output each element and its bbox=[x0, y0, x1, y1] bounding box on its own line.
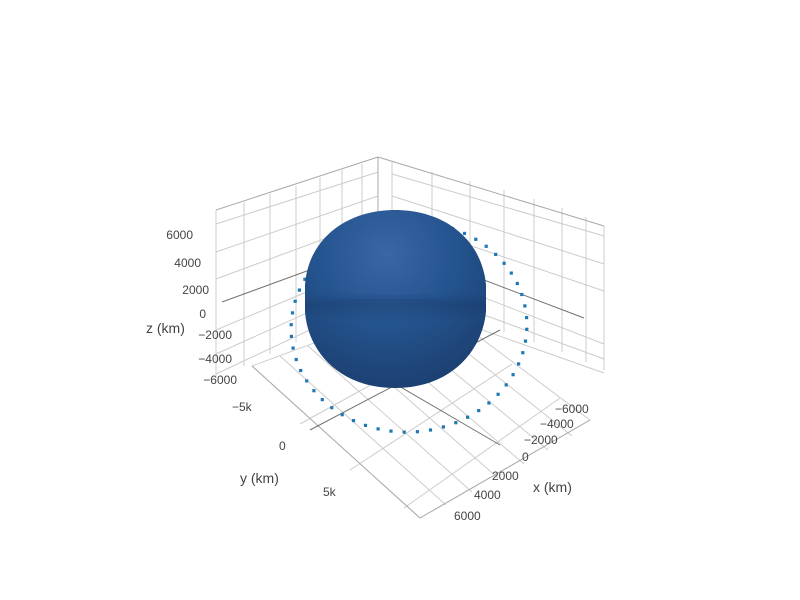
orbit-point bbox=[525, 327, 529, 331]
orbit-point bbox=[454, 421, 458, 425]
orbit-point bbox=[289, 323, 293, 327]
y-axis-ticks: −5k 0 5k y (km) bbox=[232, 400, 337, 499]
orbit-point bbox=[484, 244, 488, 248]
orbit-point bbox=[523, 304, 527, 308]
z-axis-title: z (km) bbox=[146, 320, 185, 336]
orbit-point bbox=[294, 357, 298, 362]
orbit-point bbox=[293, 299, 297, 303]
orbit-point bbox=[340, 413, 344, 417]
orbit-point bbox=[517, 362, 521, 366]
orbit-point bbox=[389, 429, 393, 433]
orbit-point bbox=[466, 415, 470, 419]
z-tick: 2000 bbox=[182, 283, 209, 297]
x-tick: 4000 bbox=[474, 488, 501, 502]
orbit-point bbox=[509, 271, 513, 275]
orbit-point bbox=[291, 346, 295, 350]
y-tick: 5k bbox=[323, 485, 337, 499]
orbit-point bbox=[523, 339, 528, 343]
orbit-point bbox=[520, 292, 524, 297]
orbit-point bbox=[441, 425, 445, 429]
orbit-point bbox=[299, 368, 303, 373]
z-tick: 0 bbox=[199, 307, 206, 321]
earth-sphere-surface bbox=[305, 210, 486, 388]
orbit-point bbox=[363, 423, 368, 427]
orbit-point bbox=[320, 398, 324, 402]
y-axis-title: y (km) bbox=[240, 470, 279, 486]
orbit-point bbox=[504, 383, 508, 387]
orbit-point bbox=[415, 430, 419, 434]
orbit-trace-front bbox=[289, 299, 529, 434]
z-tick: −4000 bbox=[198, 352, 232, 366]
x-tick: −4000 bbox=[540, 417, 574, 431]
orbit-point bbox=[330, 406, 334, 410]
orbit-point bbox=[462, 231, 467, 235]
z-tick: 6000 bbox=[166, 228, 193, 242]
orbit-point bbox=[305, 379, 309, 383]
x-axis-ticks: −6000 −4000 −2000 0 2000 4000 6000 x (km… bbox=[454, 402, 589, 523]
x-axis-title: x (km) bbox=[533, 479, 572, 495]
z-tick: −6000 bbox=[203, 373, 237, 387]
orbit-point bbox=[487, 401, 491, 405]
orbit-point bbox=[477, 409, 481, 413]
y-tick: −5k bbox=[232, 400, 253, 414]
orbit-point bbox=[402, 430, 406, 434]
x-tick: −6000 bbox=[555, 402, 589, 416]
orbit-point bbox=[502, 261, 506, 265]
x-tick: −2000 bbox=[524, 433, 558, 447]
z-tick: −2000 bbox=[198, 328, 232, 342]
orbit-point bbox=[351, 419, 356, 423]
z-axis-ticks: 6000 4000 2000 0 −2000 −4000 −6000 z (km… bbox=[146, 228, 237, 387]
x-tick: 0 bbox=[522, 450, 529, 464]
x-tick: 2000 bbox=[492, 469, 519, 483]
orbit-point bbox=[496, 392, 500, 396]
orbit-point bbox=[494, 252, 498, 256]
y-tick: 0 bbox=[279, 439, 286, 453]
orbit-point bbox=[297, 288, 301, 292]
z-tick: 4000 bbox=[174, 256, 201, 270]
orbit-point bbox=[312, 389, 316, 393]
orbit-point bbox=[474, 237, 478, 241]
orbit-point bbox=[289, 334, 293, 338]
orbit-point bbox=[511, 373, 515, 377]
x-tick: 6000 bbox=[454, 509, 481, 523]
orbit-point bbox=[521, 351, 525, 355]
orbit-point bbox=[525, 316, 529, 320]
orbit-point bbox=[376, 427, 380, 431]
orbit-point bbox=[290, 311, 295, 315]
orbit-point bbox=[515, 281, 519, 286]
orbit-point bbox=[428, 428, 433, 432]
orbit-point bbox=[303, 277, 307, 281]
